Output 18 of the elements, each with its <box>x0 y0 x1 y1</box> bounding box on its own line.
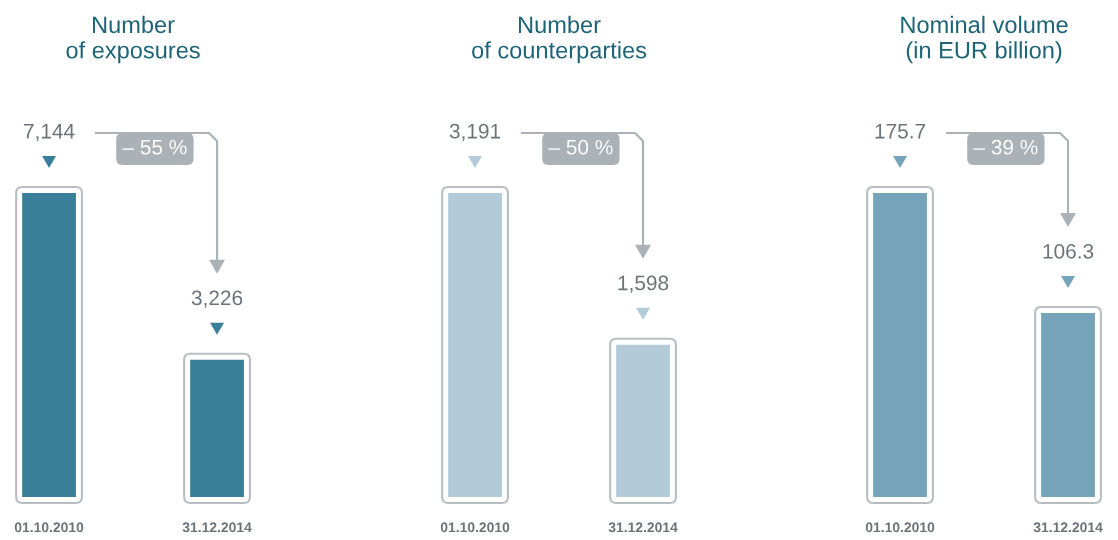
data-label: 7,144 <box>24 124 75 142</box>
text: – 39 % <box>973 139 1038 155</box>
data-label: 175.7 <box>875 124 926 139</box>
x-tick-label: 01.10.2010 <box>865 522 935 533</box>
data-label: 3,226 <box>191 290 243 308</box>
x-tick-label: 31.12.2014 <box>608 522 678 533</box>
data-label: 106.3 <box>1043 243 1094 259</box>
chart-title: Number of exposures <box>66 15 200 64</box>
x-tick-label: 31.12.2014 <box>1033 522 1103 533</box>
text: – 55 % <box>122 139 187 155</box>
text: – 50 % <box>548 139 613 155</box>
x-tick-label: 01.10.2010 <box>14 522 84 533</box>
x-tick-label: 01.10.2010 <box>440 522 510 533</box>
chart-title: Number of counterparties <box>472 15 647 64</box>
x-tick-label: 31.12.2014 <box>182 522 252 533</box>
data-label: 1,598 <box>618 275 669 293</box>
data-label: 3,191 <box>449 123 501 142</box>
chart-title: Nominal volume (in EUR billion) <box>901 15 1068 64</box>
